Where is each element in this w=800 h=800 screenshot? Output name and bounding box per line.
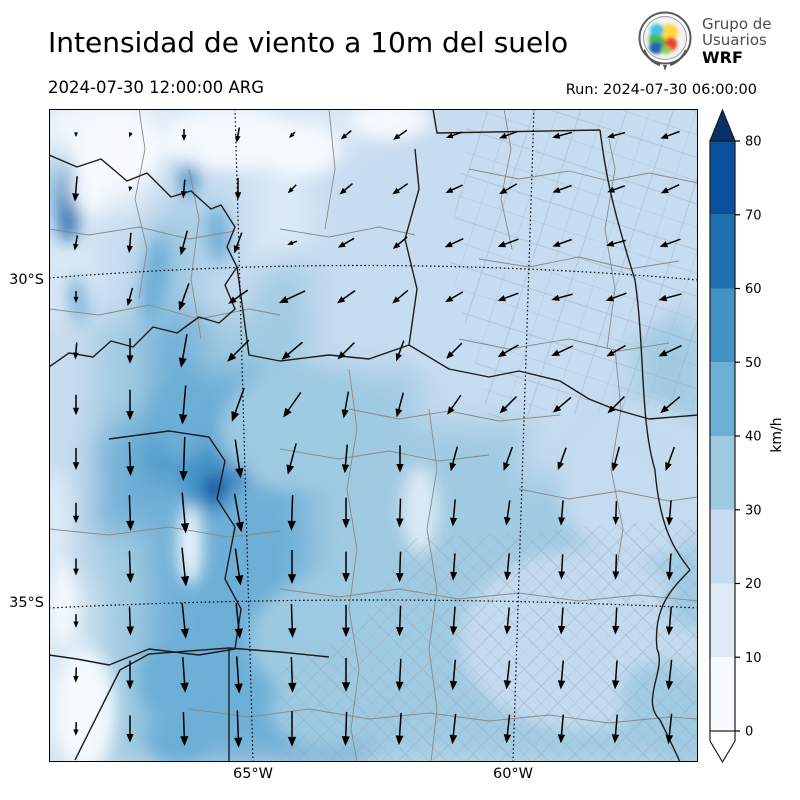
logo-text: Grupo de Usuarios WRF [702,16,772,67]
lon-tick-65w: 65°W [232,766,274,782]
page-title: Intensidad de viento a 10m del suelo [48,26,569,59]
colorbar-tick-40: 40 [745,430,762,445]
logo-line-3: WRF [702,47,743,67]
colorbar-unit-label: km/h [769,417,785,452]
colorbar-tick-80: 80 [745,135,762,150]
colorbar: 0 10 20 30 40 50 60 70 80 km/h [709,108,785,764]
run-time: Run: 2024-07-30 06:00:00 [565,82,757,98]
colorbar-tick-70: 70 [745,208,762,223]
graticule [49,109,698,762]
logo-line-2: Usuarios [702,31,767,50]
parallel-30s [49,264,698,281]
national-and-main-boundaries [49,109,698,762]
colorbar-tick-60: 60 [745,282,762,297]
lat-tick-30s: 30°S [9,272,44,288]
colorbar-tick-50: 50 [745,356,762,371]
parallel-35s [49,599,698,609]
colorbar-tick-30: 30 [745,503,762,518]
wind-map [49,109,698,762]
wrf-group-logo: Grupo de Usuarios WRF [636,10,772,72]
globe-logo-icon [638,11,692,71]
logo-line-1: Grupo de [702,14,772,33]
valid-time: 2024-07-30 12:00:00 ARG [48,78,265,97]
lon-tick-60w: 60°W [492,766,534,782]
lat-tick-35s: 35°S [9,595,44,611]
colorbar-tick-0: 0 [745,725,753,740]
colorbar-tick-20: 20 [745,577,762,592]
map-frame [49,109,698,762]
wind-vectors [72,127,682,748]
colorbar-tick-10: 10 [745,651,762,666]
